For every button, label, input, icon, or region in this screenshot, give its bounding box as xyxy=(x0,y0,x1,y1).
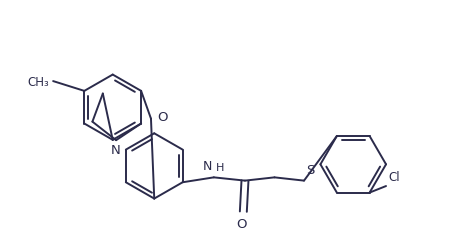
Text: CH₃: CH₃ xyxy=(27,75,49,88)
Text: N: N xyxy=(111,144,121,156)
Text: Cl: Cl xyxy=(388,170,400,183)
Text: O: O xyxy=(157,111,168,124)
Text: H: H xyxy=(216,163,224,173)
Text: O: O xyxy=(236,217,247,230)
Text: N: N xyxy=(202,160,212,173)
Text: S: S xyxy=(306,163,314,176)
